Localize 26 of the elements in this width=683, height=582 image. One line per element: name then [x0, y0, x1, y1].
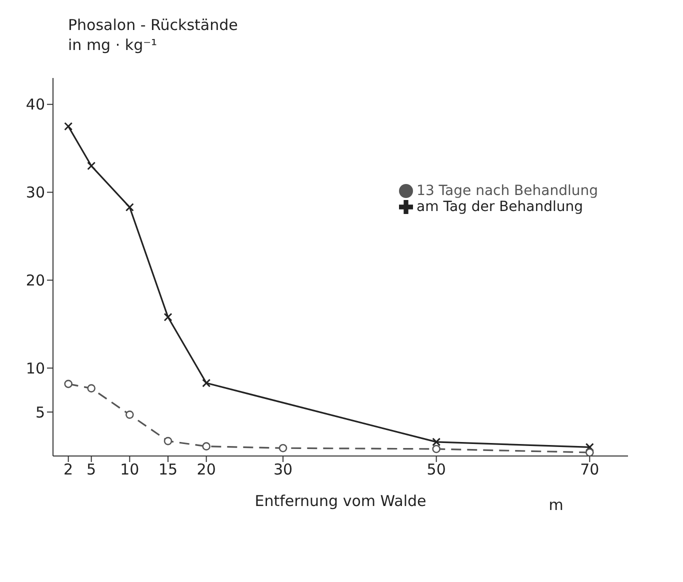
point — [586, 448, 594, 456]
point — [87, 384, 96, 392]
y-tick-label: 10 — [26, 359, 45, 378]
y-tick-label: 40 — [26, 96, 45, 114]
x-tick-label: 15 — [158, 460, 178, 479]
y-tick-label: 20 — [26, 272, 45, 290]
y-tick-label: 5 — [35, 403, 45, 422]
x-tick-label: 10 — [120, 460, 140, 479]
x-tick-label: 70 — [580, 460, 600, 479]
x-tick-label: 2 — [64, 460, 74, 479]
y-tick-label: 30 — [26, 184, 45, 202]
point — [278, 444, 288, 452]
legend-label: 13 Tage nach Behandlung — [416, 183, 598, 199]
x-tick-label: 50 — [426, 460, 446, 479]
point — [164, 436, 172, 446]
legend-label: am Tag der Behandlung — [416, 199, 584, 215]
x-tick-label: 20 — [196, 460, 216, 479]
point — [64, 380, 72, 388]
x-tick-label: 30 — [273, 460, 293, 479]
point — [126, 410, 134, 419]
point — [432, 444, 440, 454]
text: m — [548, 496, 564, 514]
x-tick-label: 5 — [86, 460, 96, 479]
x-axis-title: Entfernung vom Walde — [254, 492, 426, 510]
y-axis-title: Phosalon - Rückstände in mg · kg⁻¹ — [68, 16, 238, 54]
point — [202, 442, 210, 450]
